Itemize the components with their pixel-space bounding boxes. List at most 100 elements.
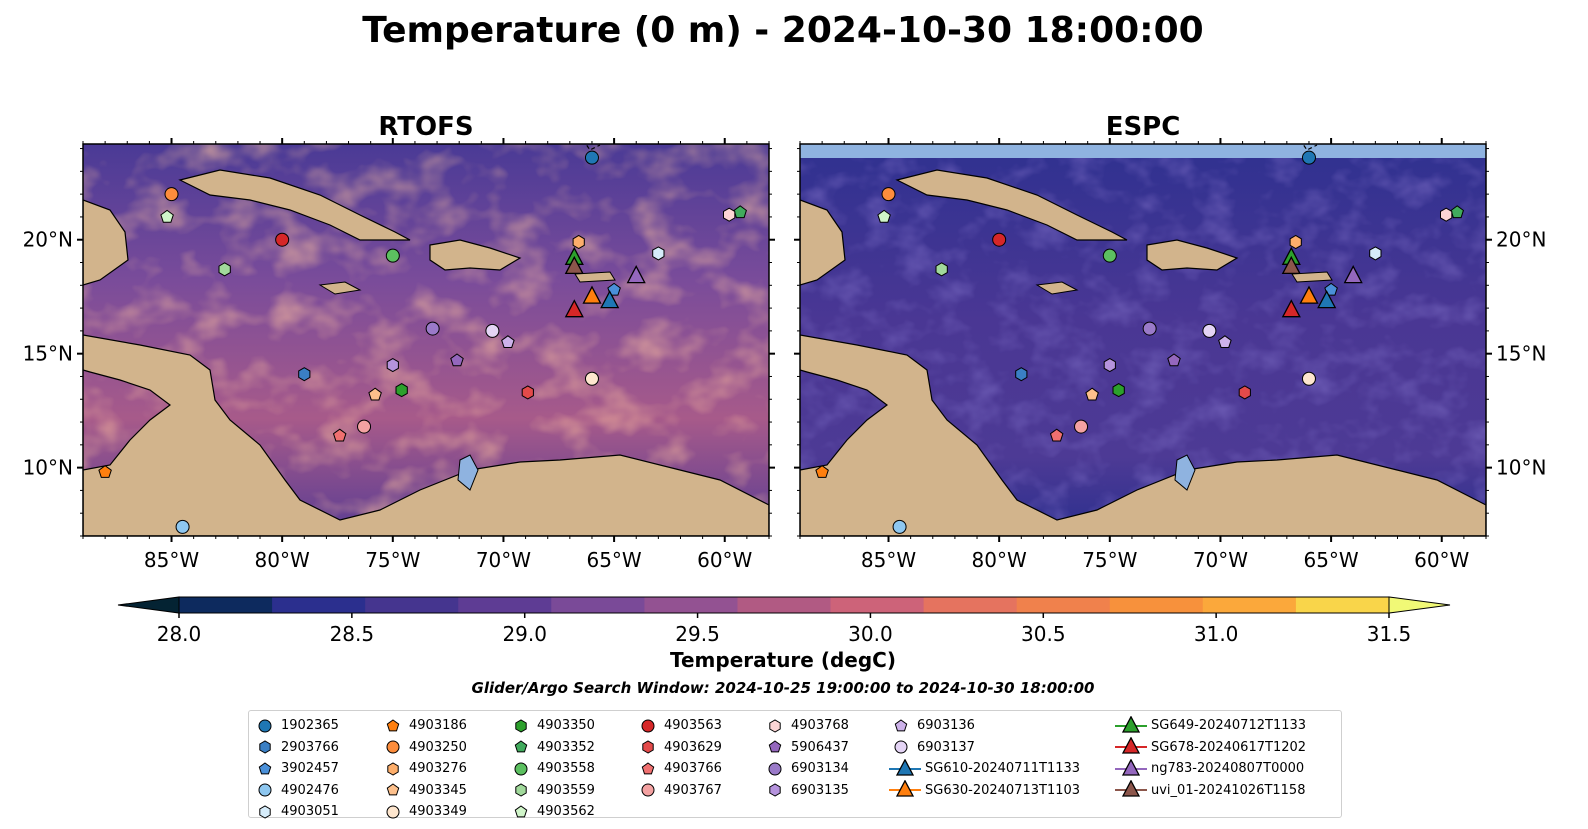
x-tick-label: 85°W: [144, 548, 199, 572]
legend-marker: [641, 762, 655, 775]
legend-label: uvi_01-20241026T1158: [1151, 782, 1306, 798]
colorbar-bin: [458, 597, 552, 613]
colorbar-bin: [1109, 597, 1204, 613]
argo-float-6903136: [501, 335, 515, 348]
colorbar-bin: [179, 597, 273, 613]
search-window-text: Glider/Argo Search Window: 2024-10-25 19…: [472, 679, 1095, 697]
argo-float-4903768: [1440, 207, 1453, 222]
colorbar-bin: [1016, 597, 1111, 613]
colorbar-label: Temperature (degC): [670, 648, 896, 672]
argo-float-4903051: [652, 246, 665, 261]
x-tick-label: 65°W: [586, 548, 641, 572]
legend-column: 4903563 4903629 4903766 4903767: [632, 715, 722, 801]
argo-float-4903767: [357, 419, 372, 434]
argo-float-4903768: [723, 207, 736, 222]
legend-swatch: [514, 805, 528, 818]
legend-label: 4903250: [409, 739, 467, 755]
x-tick-label: 65°W: [1303, 548, 1358, 572]
legend-label: 4903276: [409, 761, 467, 777]
legend-item: 4903562: [505, 801, 595, 823]
argo-float-1902365: [1301, 150, 1316, 165]
argo-float-3902457: [1324, 282, 1338, 296]
legend-swatch: [768, 740, 782, 753]
legend-label: 4903562: [537, 804, 595, 820]
legend-item: 1902365: [249, 715, 339, 737]
x-tick-label: 80°W: [255, 548, 310, 572]
colorbar: 28.0 28.5 29.0 29.5 30.0 30.5 31.0 31.5: [117, 596, 1451, 646]
argo-float-6903135: [1103, 358, 1116, 373]
glider-SG630-20240713T1103: [1299, 285, 1319, 304]
markers-espc: [815, 150, 1464, 534]
argo-float-1902365: [584, 150, 599, 165]
x-tick-label: 75°W: [1082, 548, 1137, 572]
legend-item: uvi_01-20241026T1158: [1111, 780, 1306, 802]
legend-swatch: [889, 758, 921, 776]
colorbar-bin: [1295, 597, 1390, 613]
legend-item: SG678-20240617T1202: [1111, 737, 1306, 759]
figure-title: Temperature (0 m) - 2024-10-30 18:00:00: [362, 10, 1203, 51]
legend-item: 2903766: [249, 737, 339, 759]
land-rtofs: [83, 144, 769, 536]
legend-marker: [641, 719, 655, 733]
glider-SG610-20240711T1133: [600, 290, 620, 309]
legend-swatch: [514, 740, 528, 753]
argo-float-6903136: [1218, 335, 1232, 348]
argo-float-4903250: [164, 187, 179, 202]
argo-float-4903350: [395, 383, 408, 398]
x-tick-label: 75°W: [365, 548, 420, 572]
legend-swatch: [769, 719, 781, 733]
argo-float-4903345: [368, 387, 382, 401]
legend-label: SG649-20240712T1133: [1151, 718, 1307, 734]
colorbar-extend-high: [1388, 596, 1451, 614]
argo-float-5906437: [450, 353, 464, 367]
argo-float-5906437: [1167, 353, 1181, 367]
argo-float-4903350: [1112, 383, 1125, 398]
colorbar-bin: [830, 597, 925, 613]
legend-item: SG649-20240712T1133: [1111, 715, 1306, 737]
argo-float-4903562: [877, 209, 891, 223]
legend-marker: [386, 719, 400, 732]
legend-marker: [386, 740, 400, 754]
colorbar-extend-low: [117, 596, 180, 614]
legend-label: 4903766: [664, 761, 722, 777]
legend-item: SG630-20240713T1103: [885, 780, 1080, 802]
x-tick-label: 70°W: [1193, 548, 1248, 572]
legend-marker: [386, 783, 400, 796]
legend-swatch: [768, 762, 782, 776]
legend-item: 4902476: [249, 780, 339, 802]
legend-swatch: [258, 762, 272, 775]
legend-item: 4903558: [505, 758, 595, 780]
axis-ticks-espc: 85°W 80°W 75°W 70°W 65°W 60°W 10°N 15°N 20°N: [794, 138, 1546, 572]
y-tick-label: 20°N: [23, 228, 73, 252]
legend-label: 4903558: [537, 761, 595, 777]
legend-label: SG610-20240711T1133: [925, 761, 1081, 777]
argo-float-6903134: [1142, 321, 1157, 336]
land-espc: [800, 144, 1486, 536]
panel-title-espc: ESPC: [1106, 112, 1181, 142]
legend-label: 4903350: [537, 718, 595, 734]
colorbar-bin: [737, 597, 832, 613]
legend-swatch: [1115, 715, 1147, 733]
argo-float-4903276: [1289, 234, 1302, 250]
argo-float-3902457: [607, 282, 621, 296]
legend-item: 4903768: [759, 715, 849, 737]
argo-float-4903349: [584, 371, 599, 386]
legend-item: ng783-20240807T0000: [1111, 758, 1306, 780]
legend-swatch: [641, 783, 655, 797]
colorbar-tick-label: 29.0: [502, 622, 547, 646]
legend-label: 4903559: [537, 782, 595, 798]
colorbar-bin: [365, 597, 459, 613]
axes-frame-rtofs: [82, 143, 770, 537]
legend-marker: [1121, 758, 1141, 776]
glider-SG678-20240617T1202: [564, 299, 584, 318]
argo-float-4902476: [175, 519, 190, 534]
legend-label: 6903135: [791, 782, 849, 798]
legend-label: SG678-20240617T1202: [1151, 739, 1307, 755]
legend-label: 6903137: [917, 739, 975, 755]
legend-swatch: [1115, 737, 1147, 754]
legend-marker: [387, 762, 399, 776]
axes-frame-espc: [799, 143, 1487, 537]
legend-marker: [514, 762, 528, 776]
legend-item: 4903186: [377, 715, 467, 737]
